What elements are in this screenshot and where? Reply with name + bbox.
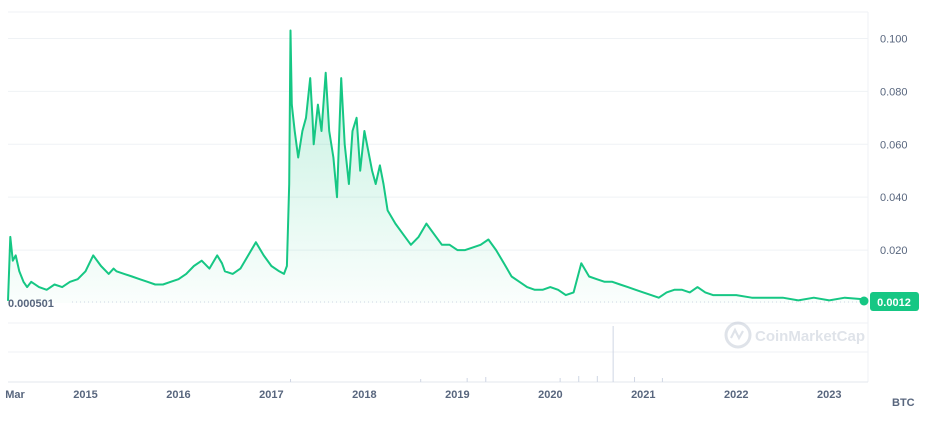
- current-price-badge: [870, 292, 919, 311]
- volume-bar: [612, 326, 614, 382]
- start-value-label: 0.000501: [8, 298, 54, 310]
- x-axis: Mar 2015 2016 2017 2018 2019 2020 2021 2022 2023: [5, 389, 841, 401]
- grid-lines: [8, 11, 869, 383]
- coinmarketcap-logo: CoinMarketCap: [724, 321, 865, 349]
- y-axis: 0.020 0.040 0.060 0.080 0.100: [880, 33, 908, 257]
- volume-bars: [290, 326, 663, 382]
- y-tick-label: 0.080: [880, 86, 908, 98]
- volume-bar: [466, 378, 468, 382]
- x-tick-label: 2016: [166, 389, 190, 401]
- current-price-dot: [859, 296, 869, 306]
- x-tick-label: 2018: [352, 389, 376, 401]
- volume-bar: [420, 379, 422, 382]
- volume-bar: [290, 379, 292, 382]
- watermark-text: CoinMarketCap: [755, 328, 865, 345]
- x-tick-label: 2020: [538, 389, 562, 401]
- y-tick-label: 0.020: [880, 245, 908, 257]
- volume-bar: [596, 376, 598, 382]
- y-tick-label: 0.060: [880, 139, 908, 151]
- current-price-label: 0.0012: [877, 297, 911, 309]
- price-area: [7, 29, 869, 303]
- x-tick-label: 2017: [259, 389, 283, 401]
- y-tick-label: 0.100: [880, 33, 908, 45]
- volume-bar: [578, 376, 580, 382]
- x-tick-label: Mar: [5, 389, 25, 401]
- y-tick-label: 0.040: [880, 192, 908, 204]
- x-tick-label: 2022: [724, 389, 748, 401]
- volume-bar: [485, 377, 487, 382]
- x-tick-label: 2021: [631, 389, 655, 401]
- volume-bar: [559, 378, 561, 382]
- price-line: [7, 29, 869, 302]
- volume-bar: [634, 377, 636, 382]
- x-tick-label: 2019: [445, 389, 469, 401]
- x-tick-label: 2023: [817, 389, 841, 401]
- price-area-fill: [8, 30, 868, 303]
- x-tick-label: 2015: [73, 389, 97, 401]
- volume-bar: [661, 378, 663, 382]
- currency-label: BTC: [892, 397, 915, 409]
